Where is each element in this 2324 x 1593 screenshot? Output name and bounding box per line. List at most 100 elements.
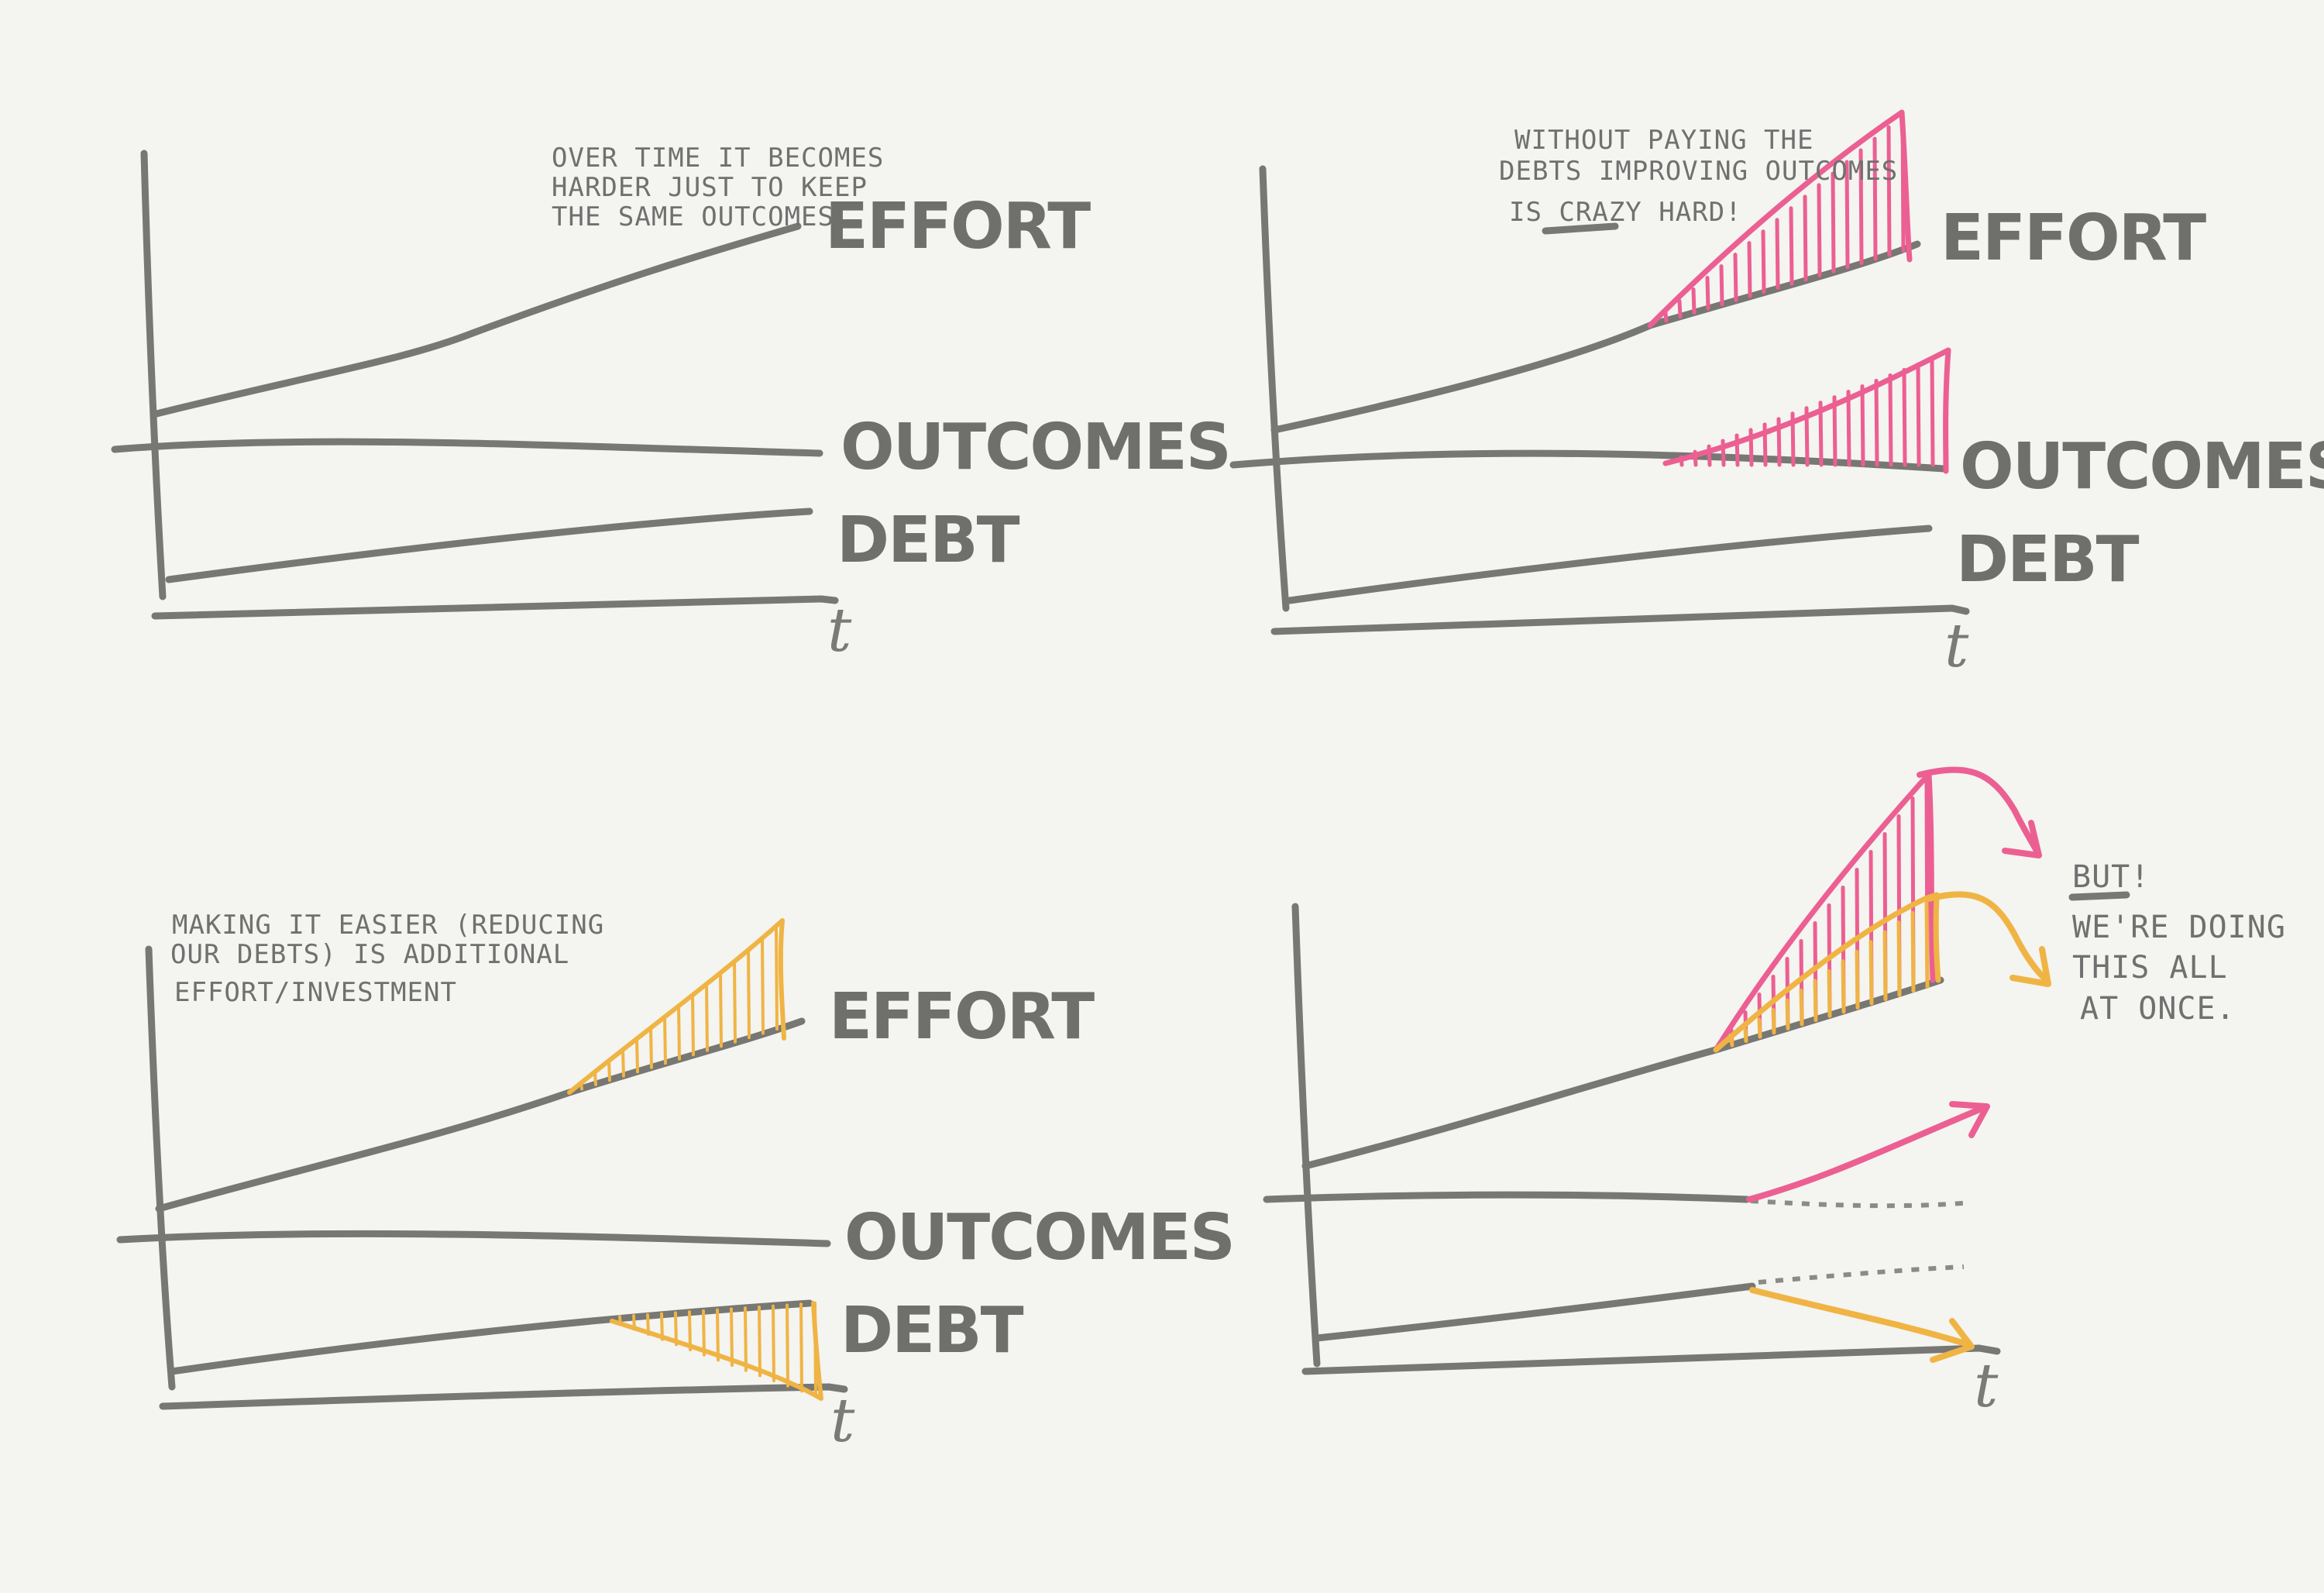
note-line-3: THE SAME OUTCOMES [552, 201, 834, 232]
hatch-stroke [775, 927, 779, 1031]
hatch-stroke [1677, 298, 1683, 319]
outcomes-label: OUTCOMES [1960, 430, 2324, 504]
effort-line [155, 1017, 806, 1213]
hatch-stroke [1846, 390, 1851, 467]
hatch-stroke [579, 1082, 583, 1091]
debt-label: DEBT [841, 1294, 1024, 1368]
hatch-stroke [1719, 264, 1724, 307]
hatch-stroke [1734, 433, 1740, 467]
debt-line [165, 507, 813, 583]
debt-down-arrow [1749, 1287, 1971, 1347]
hatch-stroke [1743, 1027, 1748, 1044]
outcomes-up-arrowhead [1949, 1101, 1990, 1138]
note-line-1: WITHOUT PAYING THE [1514, 125, 1813, 156]
debt-line [1313, 1282, 1756, 1342]
hatch-stroke [758, 1305, 761, 1378]
hatch-stroke [730, 1307, 734, 1368]
hatch-stroke [1691, 287, 1697, 315]
hatch-stroke [716, 1308, 720, 1362]
reduce-debt-hatch [1713, 892, 1941, 1053]
effort-label: EFFORT [1941, 201, 2206, 275]
y-axis [1259, 165, 1290, 612]
hatch-stroke [744, 1306, 748, 1372]
hatch-stroke [1817, 183, 1822, 278]
note-line-2: HARDER JUST TO KEEP [552, 172, 868, 203]
hatch-stroke [1803, 194, 1808, 282]
note-line-3: IS CRAZY HARD! [1509, 197, 1742, 228]
hatch-stroke [1789, 206, 1794, 286]
debt-down-arrowhead [1930, 1318, 1975, 1363]
curve-arrow-amber [1926, 891, 2050, 983]
hatch-stroke [607, 1059, 611, 1082]
hatch-stroke [1888, 373, 1893, 467]
hatch-stroke [786, 1303, 789, 1388]
outcomes-line [1263, 1191, 1751, 1203]
x-axis [1270, 604, 1970, 635]
hatch-stroke [813, 1301, 817, 1399]
x-axis [159, 1383, 848, 1410]
note-line-2: OUR DEBTS) IS ADDITIONAL [170, 939, 569, 970]
hatch-stroke [1874, 378, 1879, 467]
hatch-stroke [799, 1302, 803, 1393]
debt-label: DEBT [1956, 523, 2140, 597]
hatch-stroke [1679, 455, 1684, 467]
effort-label: EFFORT [825, 190, 1091, 263]
hatch-stroke [1855, 949, 1860, 1010]
curve-arrowhead-amber [2009, 946, 2051, 987]
hatch-stroke [1775, 218, 1780, 291]
outcomes-increase-hatch [1662, 347, 1951, 474]
hatch-stroke [761, 938, 765, 1035]
hatch-stroke [1721, 439, 1726, 467]
outcomes-up-arrow [1746, 1105, 1986, 1202]
hatch-stroke [1813, 979, 1818, 1023]
x-axis [151, 595, 839, 620]
hatch-stroke [688, 1310, 692, 1352]
outcomes-label: OUTCOMES [844, 1201, 1234, 1275]
curve-arrowhead-pink [2002, 820, 2042, 858]
hatch-stroke [1748, 428, 1754, 467]
hatch-stroke [1799, 988, 1804, 1027]
hatch-stroke [1757, 1017, 1762, 1039]
curve-arrow-pink [1917, 766, 2040, 855]
but-underline [2068, 891, 2130, 901]
hatch-stroke [1902, 367, 1907, 467]
hatch-stroke [702, 1309, 706, 1357]
hatch-stroke [747, 948, 751, 1040]
hatch-stroke [593, 1070, 597, 1086]
debt-line [168, 1299, 813, 1375]
hatch-stroke [1916, 362, 1921, 467]
y-axis [145, 945, 176, 1391]
time-axis-label: t [1944, 611, 1969, 681]
panel-improve-without-paying-debt: EFFORT OUTCOMES DEBT t WITHOUT PAYING TH… [1229, 109, 2324, 681]
hatch-stroke [1930, 356, 1935, 467]
note-line-2: THIS ALL [2072, 950, 2228, 986]
hatch-stroke [733, 960, 737, 1044]
outcomes-projection-dotted [1750, 1199, 1972, 1209]
debt-label: DEBT [837, 504, 1020, 577]
hatch-stroke [1882, 930, 1888, 1002]
note-line-3: AT ONCE. [2080, 991, 2236, 1027]
hatch-stroke [1831, 171, 1836, 274]
hatch-stroke [705, 982, 709, 1052]
x-axis [1301, 1344, 2001, 1375]
y-axis [1291, 903, 1321, 1368]
hatch-stroke [1841, 959, 1846, 1014]
note-line-1: WE'RE DOING [2072, 910, 2286, 945]
hatch-stroke [1858, 148, 1864, 266]
time-axis-label: t [830, 1386, 855, 1456]
hatch-stroke [1747, 241, 1752, 298]
time-axis-label: t [827, 596, 852, 666]
time-axis-label: t [1974, 1351, 1999, 1421]
hatch-stroke [1832, 395, 1838, 467]
hatch-stroke [635, 1037, 639, 1074]
panel-baseline: EFFORT OUTCOMES DEBT t OVER TIME IT BECO… [111, 143, 1232, 666]
note-line-1: OVER TIME IT BECOMES [552, 143, 884, 174]
hatch-stroke [1761, 229, 1766, 294]
panel-reduce-debt: EFFORT OUTCOMES DEBT t MAKING IT EASIER … [116, 910, 1236, 1456]
hatch-stroke [772, 1304, 775, 1383]
effort-increase-hatch [1647, 109, 1913, 329]
note-line-2: DEBTS IMPROVING OUTCOMES [1499, 156, 1898, 187]
crazy-underline [1542, 222, 1619, 235]
note-line-1: MAKING IT EASIER (REDUCING [172, 910, 604, 941]
